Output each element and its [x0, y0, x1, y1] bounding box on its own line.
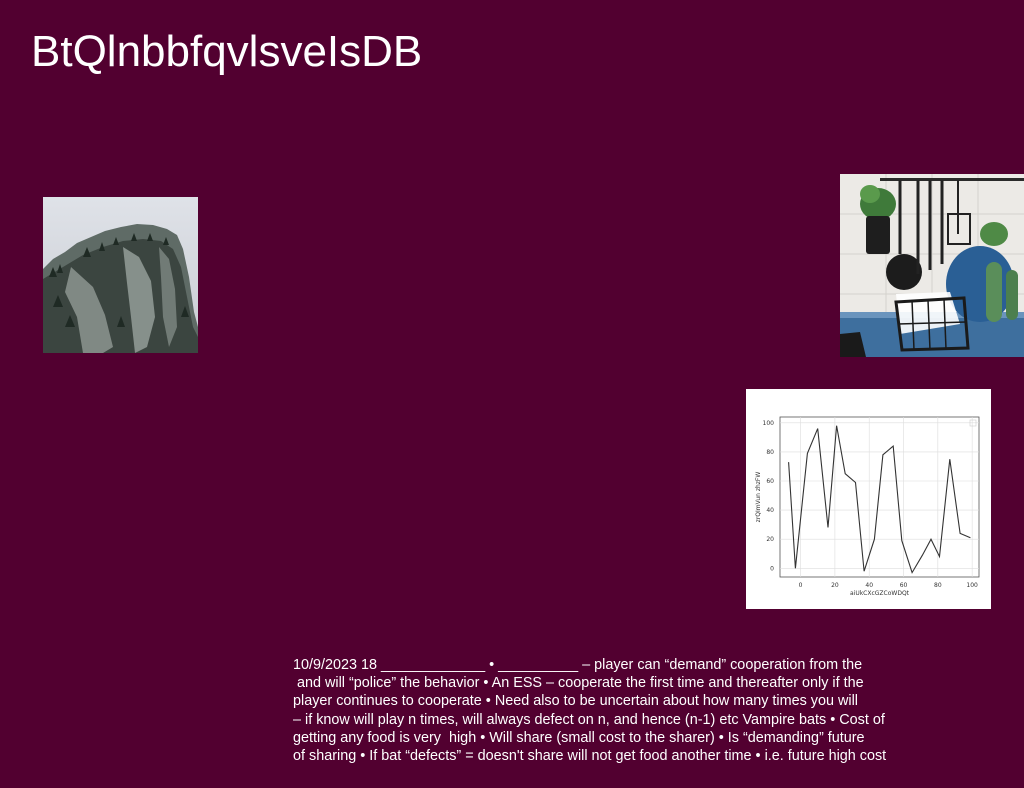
x-tick-label: 20	[831, 582, 839, 589]
body-line: getting any food is very high • Will sha…	[293, 729, 865, 746]
x-tick-label: 60	[900, 582, 908, 589]
body-line: player continues to cooperate • Need als…	[293, 693, 858, 710]
line-chart: 0 20 40 60 80 100 0 20 40 60 80 100 aiUkCXcGZCoWDQt z…	[746, 389, 991, 609]
kitchen-photo	[840, 174, 1024, 357]
y-tick-label: 40	[766, 507, 774, 514]
y-tick-label: 60	[766, 478, 774, 485]
x-tick-label: 40	[865, 582, 873, 589]
body-line: 10/9/2023 18 _____________ • __________ …	[293, 657, 863, 673]
y-tick-label: 100	[763, 420, 775, 427]
slide-body: 10/9/2023 18 _____________ • __________ …	[293, 656, 993, 765]
legend-box	[969, 419, 977, 427]
series-line	[788, 425, 971, 574]
slide-title: BtQlnbbfqvlsveIsDB	[31, 27, 423, 76]
line-chart-svg: 0 20 40 60 80 100 0 20 40 60 80 100 aiUkCXcGZCoWDQt z…	[755, 416, 980, 597]
body-line: and will “police” the behavior • An ESS …	[293, 675, 864, 692]
x-tick-label: 80	[934, 582, 942, 589]
x-tick-label: 0	[799, 582, 803, 589]
y-tick-label: 20	[766, 536, 774, 543]
x-tick-label: 100	[966, 582, 978, 589]
y-axis-label: zrQImVun zhzFW	[755, 472, 762, 523]
mountain-photo	[43, 197, 198, 353]
y-tick-label: 80	[766, 449, 774, 456]
y-tick-label: 0	[770, 565, 774, 572]
body-line: – if know will play n times, will always…	[293, 711, 885, 728]
plot-frame	[779, 416, 980, 578]
body-line: of sharing • If bat “defects” = doesn't …	[293, 748, 887, 765]
x-axis-label: aiUkCXcGZCoWDQt	[850, 590, 910, 597]
